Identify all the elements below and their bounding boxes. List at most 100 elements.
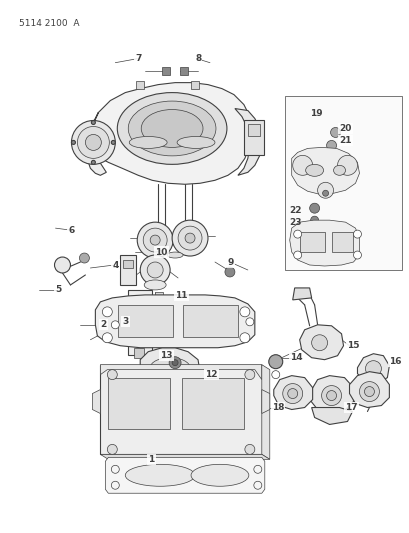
Text: 5: 5: [55, 285, 62, 294]
Circle shape: [71, 140, 75, 144]
Circle shape: [77, 126, 109, 158]
Circle shape: [353, 230, 361, 238]
Circle shape: [322, 190, 328, 196]
Circle shape: [91, 120, 95, 125]
Circle shape: [111, 140, 115, 144]
Circle shape: [85, 134, 101, 150]
Polygon shape: [357, 354, 389, 384]
Bar: [331, 232, 353, 252]
Text: 4: 4: [112, 261, 118, 270]
Circle shape: [364, 361, 380, 377]
Text: 9: 9: [227, 257, 234, 266]
Text: 23: 23: [289, 218, 301, 227]
Ellipse shape: [144, 280, 166, 290]
Circle shape: [178, 226, 202, 250]
Text: 12: 12: [204, 370, 217, 379]
Circle shape: [91, 160, 95, 164]
Polygon shape: [299, 325, 343, 360]
Polygon shape: [348, 372, 389, 408]
Circle shape: [293, 251, 301, 259]
Polygon shape: [90, 83, 251, 184]
Polygon shape: [105, 457, 264, 493]
Circle shape: [102, 307, 112, 317]
Circle shape: [107, 370, 117, 379]
Circle shape: [147, 262, 163, 278]
Circle shape: [326, 140, 336, 150]
Circle shape: [364, 386, 373, 397]
Polygon shape: [291, 148, 359, 194]
Text: 7: 7: [135, 54, 141, 63]
Text: 18: 18: [271, 403, 283, 412]
Circle shape: [79, 253, 89, 263]
Bar: [183, 305, 237, 337]
Polygon shape: [100, 454, 269, 459]
Circle shape: [239, 333, 249, 343]
Circle shape: [359, 382, 378, 401]
Bar: [128, 290, 152, 354]
Polygon shape: [85, 112, 106, 175]
Text: 10: 10: [155, 247, 167, 256]
Circle shape: [169, 357, 181, 369]
Text: 22: 22: [289, 206, 301, 215]
Text: 1: 1: [148, 455, 154, 464]
Text: 15: 15: [347, 341, 359, 350]
Circle shape: [321, 385, 341, 406]
Bar: [132, 298, 148, 306]
Polygon shape: [311, 408, 352, 424]
Ellipse shape: [177, 136, 214, 148]
Text: 2: 2: [100, 320, 106, 329]
Circle shape: [143, 228, 167, 252]
Polygon shape: [273, 376, 312, 409]
Circle shape: [150, 235, 160, 245]
Circle shape: [353, 251, 361, 259]
Circle shape: [140, 255, 170, 285]
Bar: [108, 377, 170, 430]
Circle shape: [102, 333, 112, 343]
Text: 11: 11: [175, 292, 187, 301]
Polygon shape: [140, 348, 200, 387]
Bar: [284, 95, 401, 270]
Ellipse shape: [167, 252, 183, 258]
Circle shape: [225, 267, 234, 277]
Circle shape: [311, 335, 327, 351]
Text: 21: 21: [339, 136, 351, 145]
Ellipse shape: [333, 165, 345, 175]
Ellipse shape: [191, 464, 248, 486]
Ellipse shape: [125, 464, 195, 486]
Circle shape: [330, 127, 340, 138]
Polygon shape: [309, 376, 353, 411]
Circle shape: [111, 321, 119, 329]
Bar: [180, 67, 188, 75]
Bar: [123, 260, 133, 268]
Circle shape: [184, 233, 195, 243]
Bar: [118, 305, 173, 337]
Circle shape: [287, 389, 297, 399]
Ellipse shape: [150, 358, 190, 377]
Bar: [134, 348, 144, 358]
Text: 16: 16: [389, 357, 401, 366]
Ellipse shape: [305, 164, 323, 176]
Circle shape: [337, 156, 357, 175]
Circle shape: [244, 445, 254, 454]
Circle shape: [54, 257, 70, 273]
Circle shape: [244, 370, 254, 379]
Text: 13: 13: [160, 351, 172, 360]
Text: 5114 2100  A: 5114 2100 A: [18, 19, 79, 28]
Ellipse shape: [128, 101, 216, 156]
Circle shape: [292, 156, 312, 175]
Circle shape: [268, 354, 282, 369]
Ellipse shape: [133, 316, 147, 324]
Polygon shape: [292, 288, 311, 300]
Bar: [100, 365, 261, 454]
Polygon shape: [289, 220, 359, 266]
Bar: [120, 255, 136, 285]
Bar: [247, 125, 259, 136]
Circle shape: [172, 360, 178, 366]
Text: 20: 20: [339, 124, 351, 133]
Bar: [155, 292, 163, 342]
Bar: [162, 67, 170, 75]
Text: 17: 17: [345, 403, 357, 412]
Bar: [243, 120, 263, 156]
Polygon shape: [261, 365, 269, 459]
Ellipse shape: [141, 110, 202, 148]
